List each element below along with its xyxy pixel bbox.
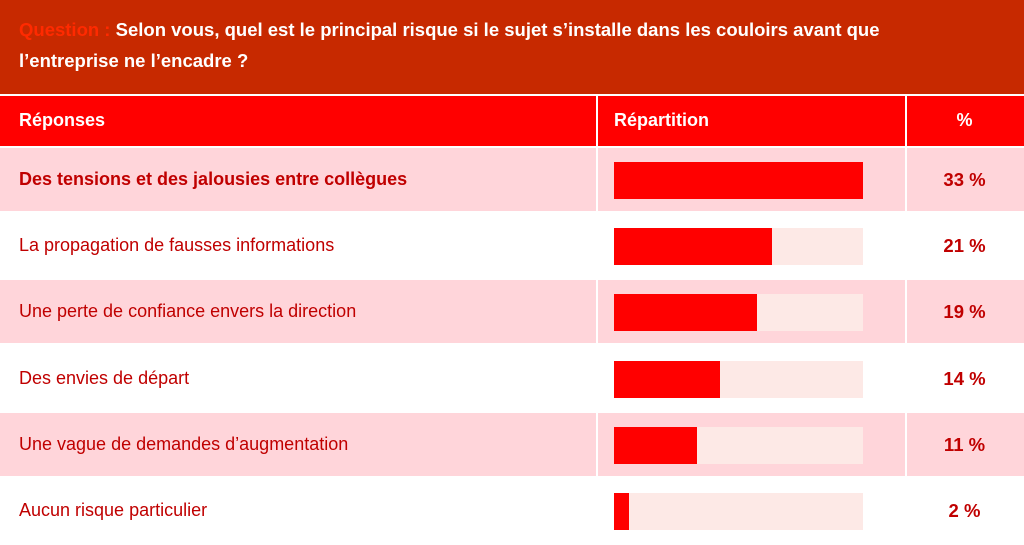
bar	[614, 294, 757, 332]
table-row: La propagation de fausses informations 21…	[0, 214, 1024, 278]
column-divider	[905, 96, 907, 545]
question-label: Question :	[19, 19, 111, 40]
percent-value: 2 %	[948, 500, 981, 521]
response-label: Une perte de confiance envers la directi…	[19, 301, 357, 322]
table-row: Aucun risque particulier 2 %	[0, 479, 1024, 542]
header-percent: %	[956, 110, 973, 130]
bar-track	[614, 426, 863, 464]
header-distribution: Répartition	[614, 110, 710, 130]
question-banner: Question : Selon vous, quel est le princ…	[0, 0, 1024, 94]
table-row: Des envies de départ 14 %	[0, 346, 1024, 410]
response-label: Aucun risque particulier	[19, 500, 208, 520]
bar-track	[614, 294, 863, 332]
bar	[614, 426, 697, 464]
percent-value: 11 %	[943, 433, 986, 455]
bar-track	[614, 162, 863, 199]
bar-track	[614, 493, 863, 530]
bar	[614, 360, 720, 398]
bar	[614, 162, 863, 199]
response-label: Des envies de départ	[19, 367, 190, 388]
column-divider	[596, 96, 598, 545]
table-row: Une vague de demandes d’augmentation 11 %	[0, 412, 1024, 476]
table-header: Réponses Répartition %	[0, 96, 1024, 146]
percent-value: 14 %	[943, 367, 986, 389]
table-row: Des tensions et des jalousies entre coll…	[0, 148, 1024, 211]
bar-track	[614, 360, 863, 398]
bar	[614, 228, 772, 266]
header-responses: Réponses	[19, 110, 106, 130]
percent-value: 19 %	[943, 301, 986, 323]
bar	[614, 493, 629, 530]
response-label: La propagation de fausses informations	[19, 235, 335, 256]
response-label: Une vague de demandes d’augmentation	[19, 433, 349, 454]
response-label: Des tensions et des jalousies entre coll…	[19, 169, 408, 189]
question-text: Selon vous, quel est le principal risque…	[19, 19, 880, 71]
table-row: Une perte de confiance envers la directi…	[0, 280, 1024, 344]
percent-value: 33 %	[943, 169, 986, 190]
percent-value: 21 %	[943, 235, 986, 257]
bar-track	[614, 228, 863, 266]
